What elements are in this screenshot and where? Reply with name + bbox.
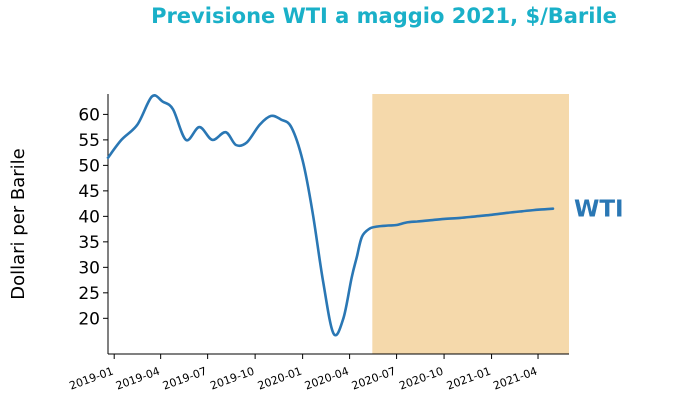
y-tick-label: 50 (78, 156, 100, 176)
x-tick-label: 2019-10 (209, 365, 257, 393)
x-tick-label: 2020-10 (397, 365, 445, 393)
x-tick-label: 2020-07 (350, 365, 398, 393)
x-tick-label: 2019-01 (68, 365, 116, 393)
y-tick-label: 25 (78, 284, 100, 304)
y-tick-label: 60 (78, 105, 100, 125)
x-tick-label: 2021-01 (445, 365, 493, 393)
series-line-wti (106, 94, 555, 337)
x-tick-label: 2019-04 (114, 365, 162, 393)
axes (107, 94, 569, 355)
y-tick-label: 35 (78, 233, 100, 253)
y-axis-title: Dollari per Barile (8, 148, 29, 300)
y-ticks: 20 25 30 35 40 45 50 55 60 (78, 105, 108, 329)
x-tick-label: 2020-01 (256, 365, 304, 393)
y-tick-label: 45 (78, 182, 100, 202)
x-tick-label: 2021-04 (491, 365, 539, 393)
series-label: WTI (574, 197, 624, 223)
series-layer: WTI (106, 94, 624, 337)
x-tick-label: 2020-04 (303, 365, 351, 393)
y-tick-label: 30 (78, 258, 100, 278)
chart-title: Previsione WTI a maggio 2021, $/Barile (151, 4, 617, 28)
y-tick-label: 20 (78, 309, 100, 329)
y-tick-label: 55 (78, 131, 100, 151)
y-tick-label: 40 (78, 207, 100, 227)
x-tick-label: 2019-07 (161, 365, 209, 393)
